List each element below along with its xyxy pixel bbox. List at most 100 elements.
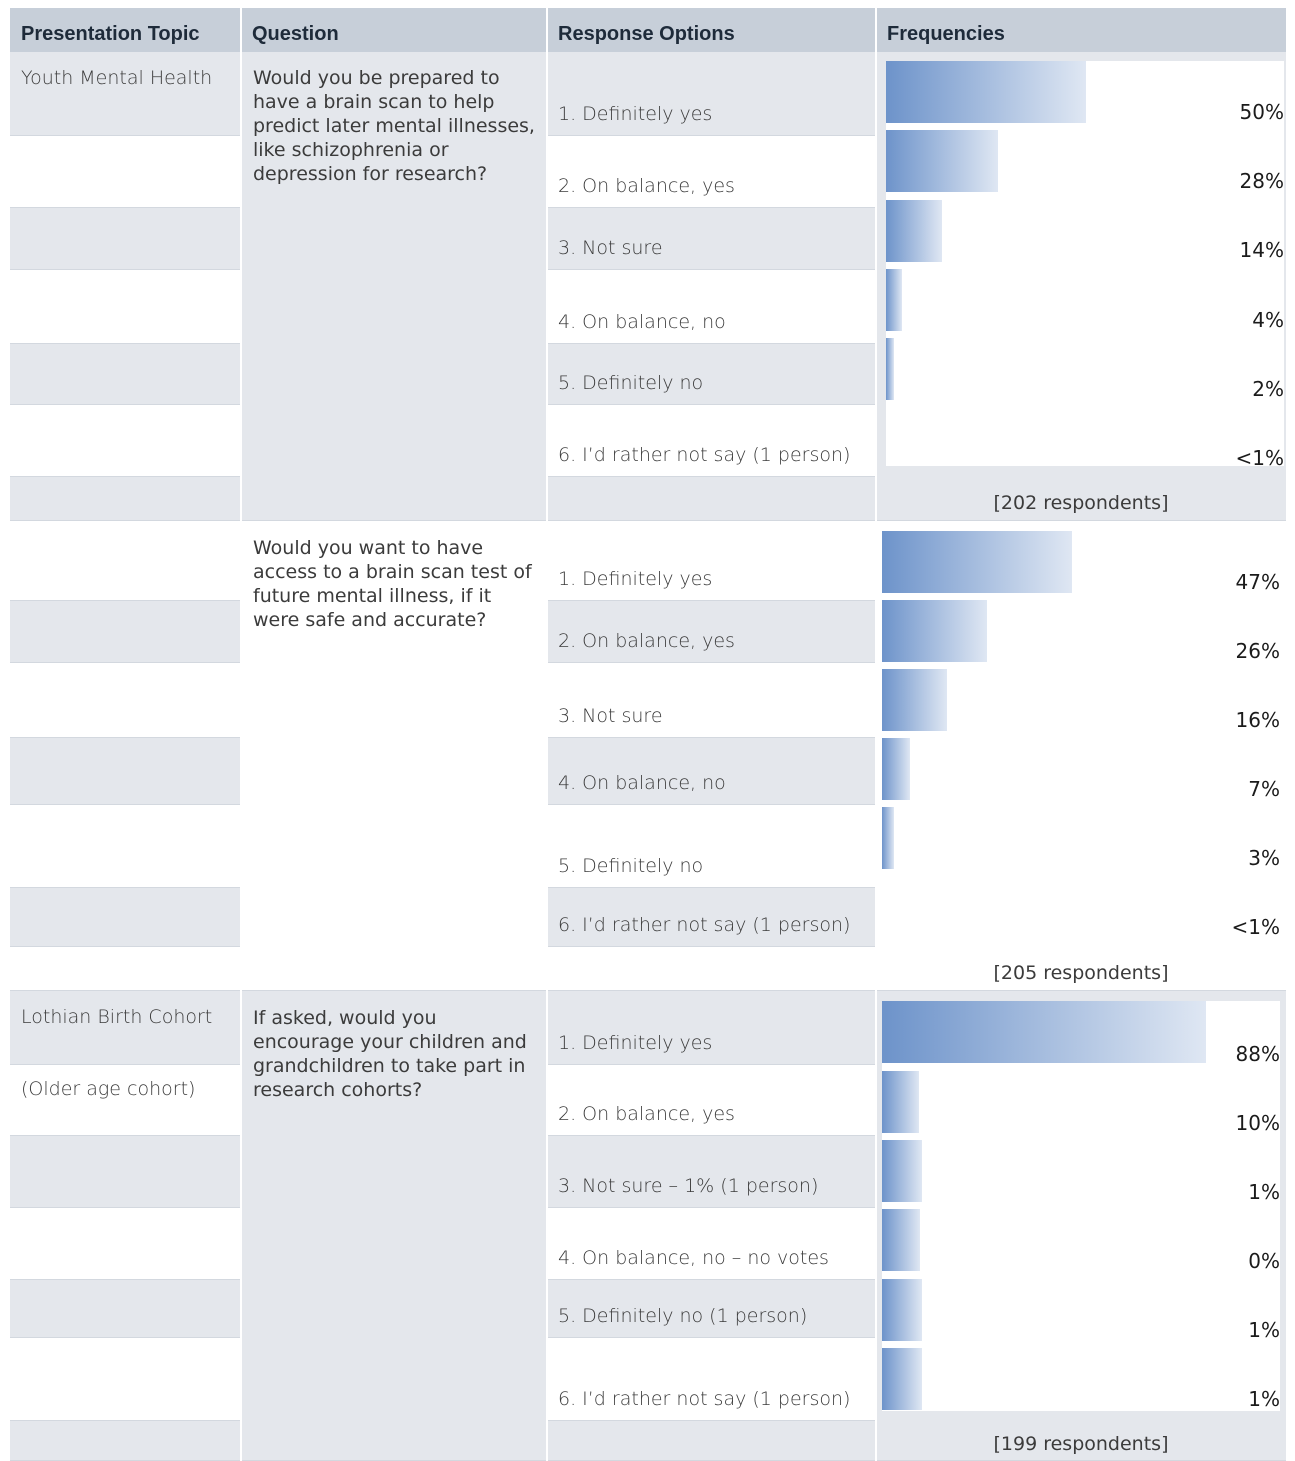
topic-cell	[10, 521, 241, 601]
response-option: 1. Definitely yes	[558, 1032, 713, 1054]
topic-label: Lothian Birth Cohort	[21, 1006, 213, 1028]
frequency-bar	[882, 1279, 922, 1341]
topic-cell	[10, 991, 241, 1065]
response-option: 3. Not sure	[558, 237, 663, 259]
respondents-row	[10, 1421, 1286, 1461]
option-cell	[547, 1136, 876, 1208]
topic-cell	[10, 1208, 241, 1280]
response-option: 5. Definitely no	[558, 372, 704, 394]
frequency-percent: 0%	[1248, 1249, 1280, 1273]
topic-label: Youth Mental Health	[21, 67, 213, 89]
frequency-percent: 26%	[1235, 639, 1280, 663]
frequency-bar	[886, 269, 902, 331]
frequency-percent: 28%	[1239, 169, 1284, 193]
frequency-percent: 2%	[1252, 377, 1284, 401]
option-cell	[547, 52, 876, 136]
option-cell	[547, 601, 876, 663]
frequency-bar	[882, 1209, 920, 1271]
topic-cell	[10, 888, 241, 947]
response-option: 4. On balance, no	[558, 772, 726, 794]
header-frequencies: Frequencies	[887, 23, 1005, 45]
frequency-bar	[882, 1348, 922, 1410]
row-divider	[10, 520, 1286, 521]
question-text: Would you be prepared to have a brain sc…	[253, 67, 535, 185]
table-header: Presentation Topic Question Response Opt…	[10, 8, 1286, 52]
frequency-percent: <1%	[1235, 446, 1285, 470]
option-cell	[547, 521, 876, 601]
survey-results-table: Presentation Topic Question Response Opt…	[10, 8, 1286, 1461]
topic-sublabel: (Older age cohort)	[21, 1078, 196, 1100]
topic-cell	[10, 601, 241, 663]
topic-cell	[10, 405, 241, 477]
response-option: 5. Definitely no	[558, 855, 704, 877]
option-cell	[547, 1065, 876, 1136]
question-text: Would you want to have access to a brain…	[253, 537, 532, 631]
respondents-row	[10, 477, 1286, 521]
option-cell	[547, 1280, 876, 1338]
response-option: 6. I’d rather not say (1 person)	[558, 914, 851, 936]
question-cell	[241, 52, 547, 477]
topic-cell	[10, 805, 241, 888]
frequency-bar	[882, 600, 988, 662]
respondents-row	[10, 947, 1286, 991]
response-option: 2. On balance, yes	[558, 175, 735, 197]
frequency-percent: 50%	[1239, 100, 1284, 124]
response-option: 6. I’d rather not say (1 person)	[558, 1388, 851, 1410]
header-response-options: Response Options	[558, 23, 735, 45]
frequency-percent: 14%	[1239, 238, 1284, 262]
respondent-count: [205 respondents]	[993, 962, 1169, 984]
column-divider	[240, 8, 242, 1461]
option-cell	[547, 888, 876, 947]
response-option: 6. I’d rather not say (1 person)	[558, 444, 851, 466]
topic-cell	[10, 344, 241, 405]
frequency-percent: 10%	[1235, 1111, 1280, 1135]
question-cell	[241, 991, 547, 1421]
question-cell	[241, 521, 547, 947]
topic-cell	[10, 208, 241, 270]
frequency-bar	[882, 1071, 919, 1133]
response-option: 3. Not sure	[558, 705, 663, 727]
frequency-chart-panel	[882, 1001, 1280, 1411]
option-cell	[547, 270, 876, 344]
frequency-percent: 88%	[1235, 1042, 1280, 1066]
frequency-bar	[886, 130, 998, 192]
frequency-percent: 1%	[1248, 1318, 1280, 1342]
response-option: 4. On balance, no	[558, 311, 726, 333]
topic-cell	[10, 270, 241, 344]
topic-cell	[10, 1280, 241, 1338]
topic-cell	[10, 663, 241, 738]
response-option: 4. On balance, no – no votes	[558, 1247, 829, 1269]
topic-cell	[10, 52, 241, 136]
option-cell	[547, 805, 876, 888]
option-cell	[547, 405, 876, 477]
frequency-percent: <1%	[1231, 915, 1281, 939]
frequency-chart-panel	[886, 61, 1284, 466]
response-option: 1. Definitely yes	[558, 103, 713, 125]
frequency-percent: 3%	[1248, 846, 1280, 870]
response-option: 2. On balance, yes	[558, 1103, 735, 1125]
frequency-percent: 7%	[1248, 777, 1280, 801]
frequency-bar	[886, 200, 942, 262]
topic-cell	[10, 738, 241, 805]
frequency-bar	[886, 61, 1086, 123]
option-cell	[547, 136, 876, 208]
frequency-bar	[882, 531, 1073, 593]
respondent-count: [202 respondents]	[993, 492, 1169, 514]
frequency-percent: 1%	[1248, 1180, 1280, 1204]
frequency-percent: 47%	[1235, 570, 1280, 594]
option-cell	[547, 738, 876, 805]
frequency-percent: 16%	[1235, 708, 1280, 732]
option-cell	[547, 208, 876, 270]
topic-cell	[10, 136, 241, 208]
frequency-bar	[882, 669, 947, 731]
frequency-bar	[882, 1001, 1206, 1063]
option-cell	[547, 1338, 876, 1421]
row-divider	[10, 990, 1286, 991]
respondent-count: [199 respondents]	[993, 1433, 1169, 1455]
topic-cell	[10, 1065, 241, 1136]
option-cell	[547, 1208, 876, 1280]
frequency-bar	[882, 807, 895, 869]
option-cell	[547, 344, 876, 405]
frequency-percent: 4%	[1252, 308, 1284, 332]
topic-cell	[10, 1136, 241, 1208]
